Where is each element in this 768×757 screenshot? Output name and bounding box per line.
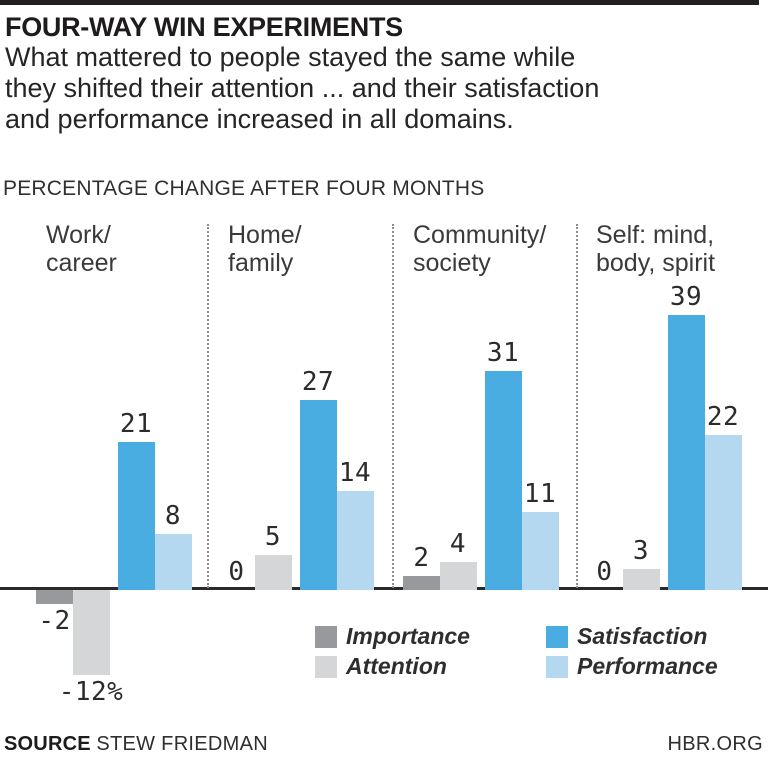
legend-label-performance: Performance [577, 653, 718, 679]
category-label-line: family [228, 249, 294, 277]
legend-column-left: Importance Attention [315, 622, 470, 681]
legend-item-attention: Attention [315, 652, 470, 681]
group-separator-1 [207, 224, 209, 588]
value-label-satisfaction: 27 [301, 367, 335, 397]
bar-performance [154, 534, 192, 590]
group-separator-3 [576, 224, 578, 588]
value-label-satisfaction: 21 [119, 409, 153, 439]
value-label-performance: 22 [706, 402, 740, 432]
subtitle-line-2: they shifted their attention ... and the… [5, 73, 600, 103]
bar-satisfaction [484, 371, 522, 590]
attention-swatch [315, 655, 337, 678]
category-label-line: Community/ [413, 221, 547, 249]
category-label-line: society [413, 249, 491, 277]
subtitle-line-3: and performance increased in all domains… [5, 104, 514, 134]
bar-attention [254, 555, 292, 590]
category-label-line: Home/ [228, 221, 302, 249]
value-label-satisfaction: 31 [486, 338, 520, 368]
value-label-attention: 3 [632, 536, 650, 566]
legend-label-importance: Importance [346, 623, 470, 649]
source-name: STEW FRIEDMAN [96, 733, 269, 755]
value-label-importance: 0 [596, 557, 613, 587]
legend-column-right: Satisfaction Performance [546, 622, 718, 681]
category-label-line: career [46, 249, 117, 277]
subtitle-line-1: What mattered to people stayed the same … [5, 42, 576, 72]
zero-baseline [0, 587, 768, 590]
performance-swatch [546, 655, 568, 678]
bar-satisfaction [667, 315, 705, 590]
footer: SOURCE STEW FRIEDMAN HBR.ORG [4, 733, 763, 756]
axis-caption: PERCENTAGE CHANGE AFTER FOUR MONTHS [3, 177, 485, 200]
value-label-performance: 14 [338, 458, 372, 488]
bar-satisfaction [117, 442, 155, 590]
category-label-line: Work/ [46, 221, 111, 249]
value-label-attention: -12% [58, 677, 124, 707]
source-label: SOURCE [4, 733, 91, 755]
category-label-line: body, spirit [596, 249, 716, 277]
category-label-line: Self: mind, [596, 221, 715, 249]
value-label-importance: 2 [413, 543, 430, 573]
group-separator-2 [392, 224, 394, 588]
bar-attention [439, 562, 477, 590]
value-label-satisfaction: 39 [669, 282, 703, 312]
chart-subtitle: What mattered to people stayed the same … [5, 42, 599, 135]
legend-item-importance: Importance [315, 622, 470, 651]
bar-importance [403, 576, 440, 590]
value-label-attention: 5 [264, 522, 282, 552]
bar-performance [704, 435, 742, 590]
value-label-attention: 4 [449, 529, 467, 559]
source-credit: SOURCE STEW FRIEDMAN [4, 733, 268, 756]
site-credit: HBR.ORG [667, 733, 763, 755]
legend-label-satisfaction: Satisfaction [577, 623, 708, 649]
bar-attention [622, 569, 660, 590]
legend-label-attention: Attention [346, 653, 447, 679]
bar-performance [521, 512, 559, 590]
value-label-importance: 0 [228, 557, 245, 587]
satisfaction-swatch [546, 625, 568, 648]
legend-item-performance: Performance [546, 652, 718, 681]
category-label: Work/career [46, 221, 117, 277]
top-rule [0, 0, 759, 5]
value-label-performance: 8 [164, 501, 182, 531]
bar-importance [36, 590, 73, 604]
category-label: Home/family [228, 221, 302, 277]
category-label: Community/society [413, 221, 546, 277]
bar-attention [72, 590, 110, 675]
legend-item-satisfaction: Satisfaction [546, 622, 718, 651]
chart-title: FOUR-WAY WIN EXPERIMENTS [5, 12, 403, 42]
value-label-performance: 11 [523, 479, 557, 509]
importance-swatch [315, 625, 337, 648]
bar-performance [336, 491, 374, 590]
bar-satisfaction [299, 400, 337, 590]
value-label-importance: -2 [38, 606, 71, 636]
category-label: Self: mind, body, spirit [596, 221, 715, 277]
